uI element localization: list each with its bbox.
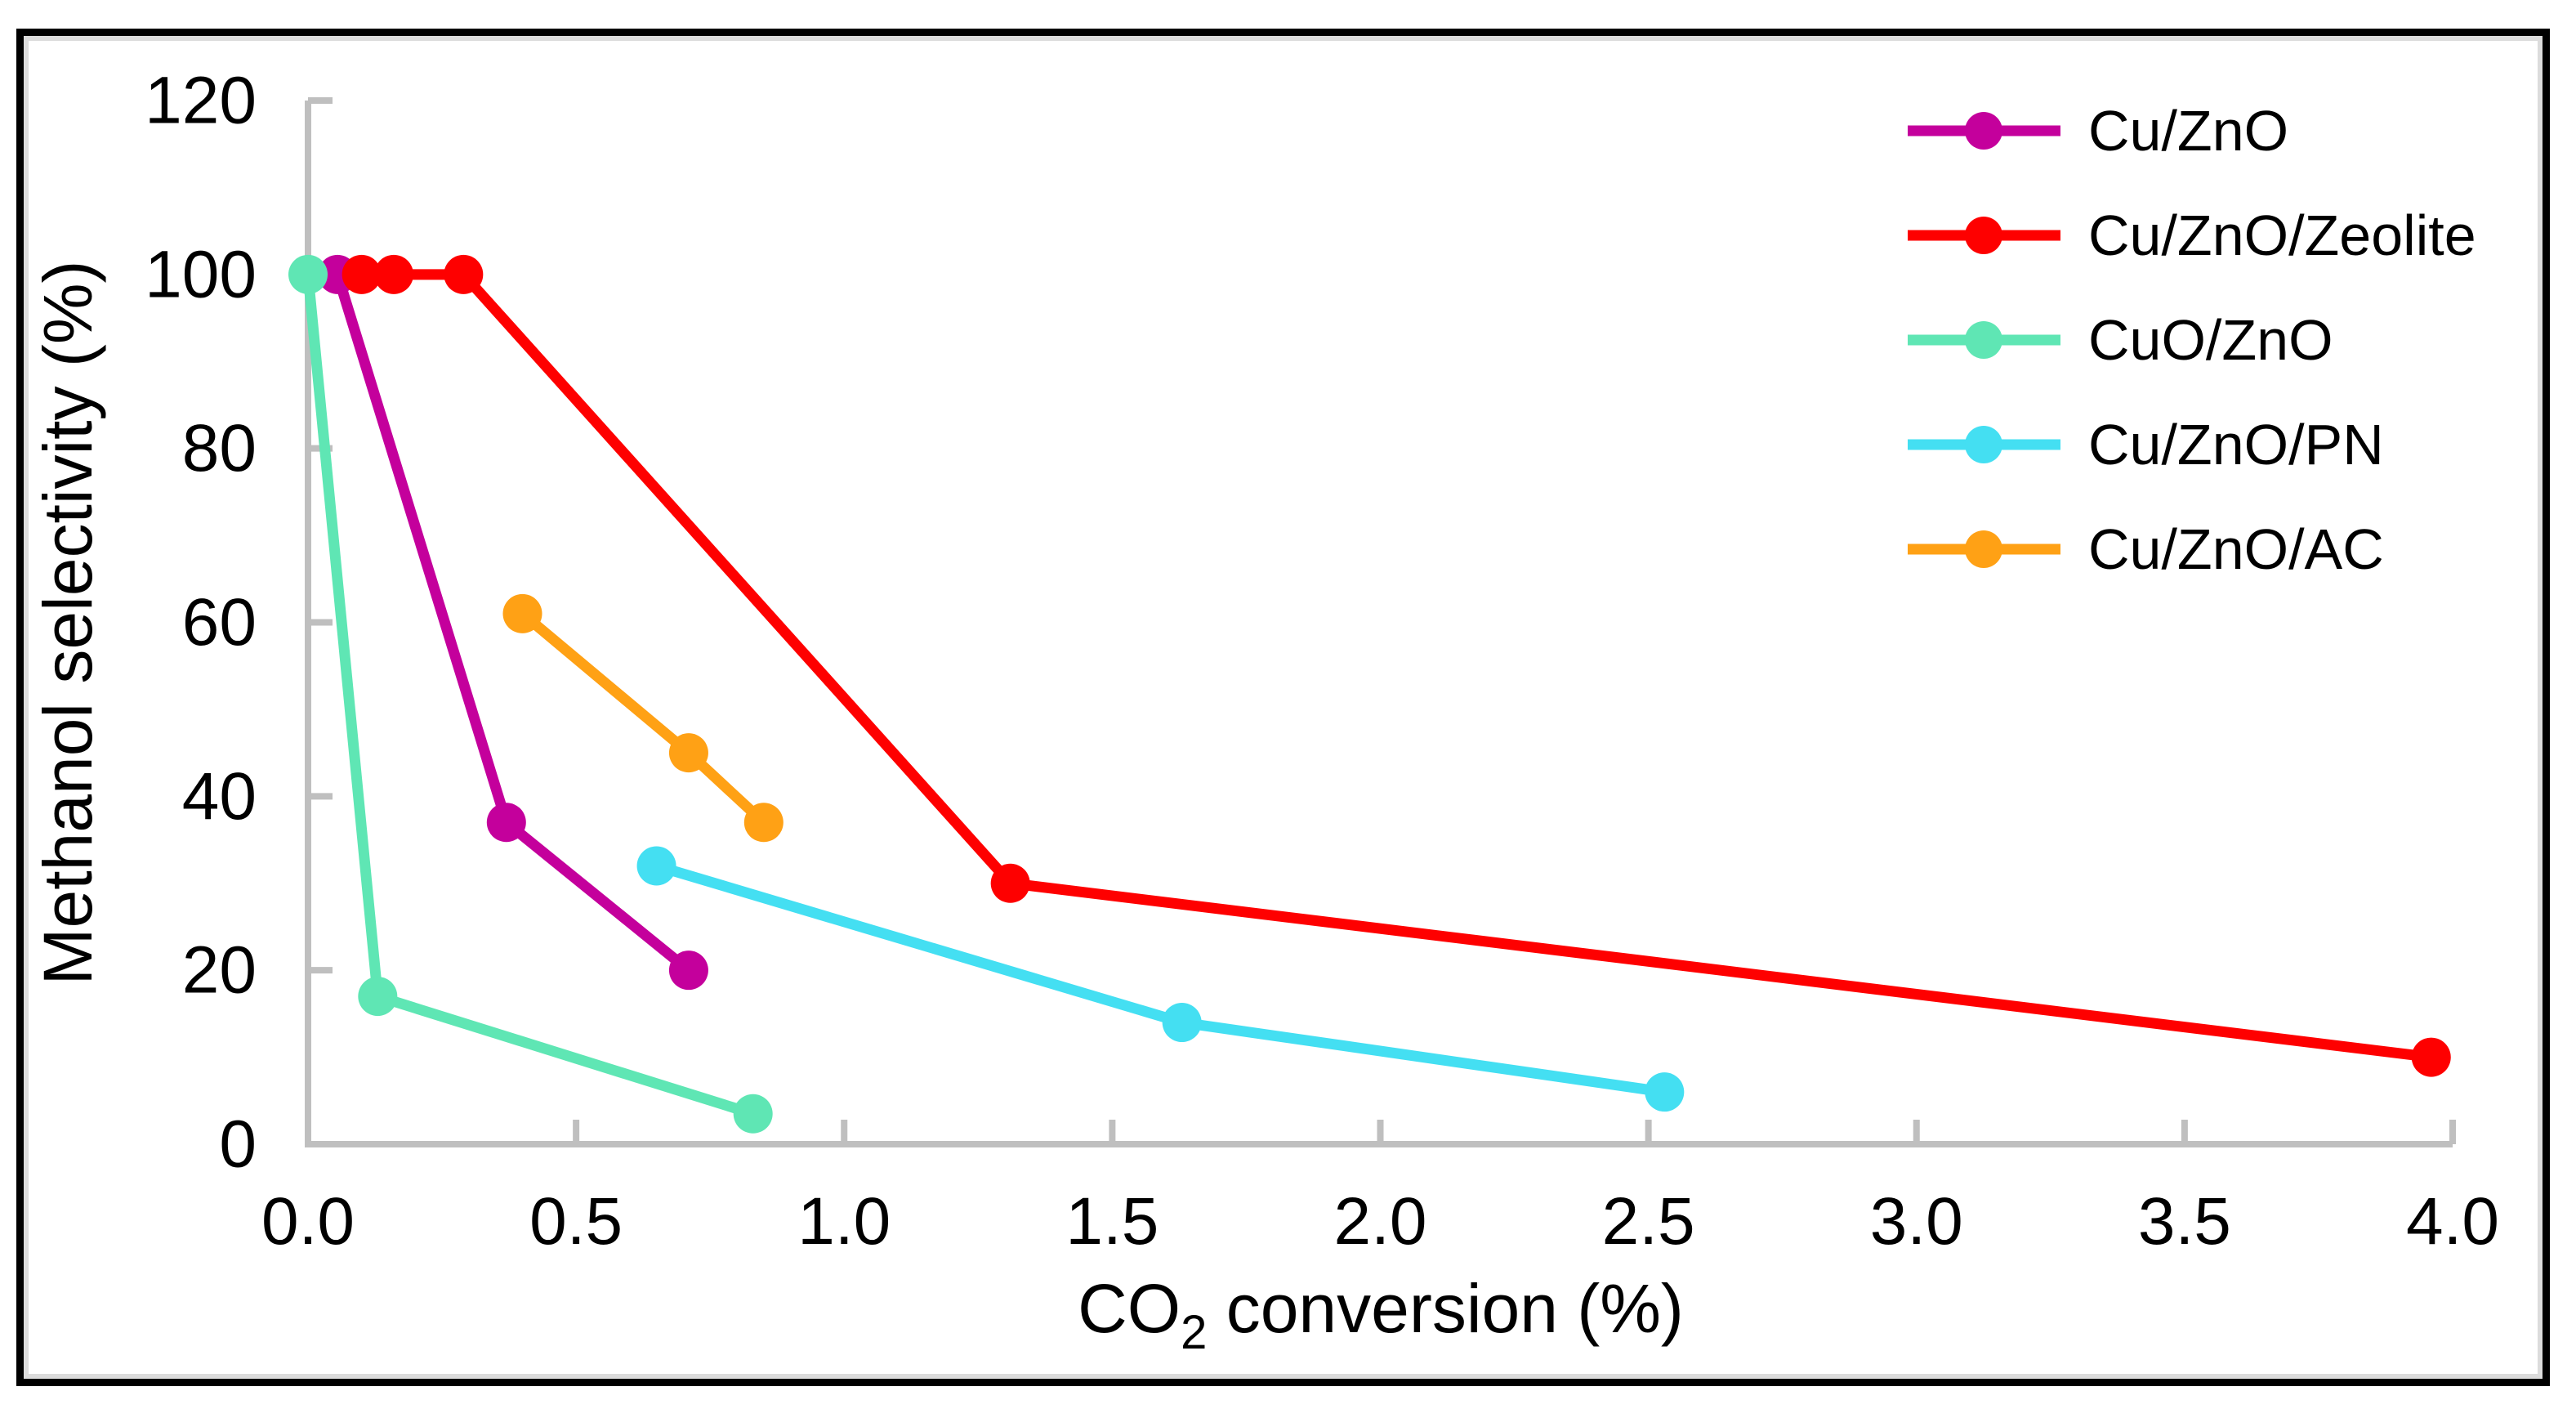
data-point-cu-zno (668, 951, 708, 991)
data-point-cu-zno-zeolite (374, 254, 413, 294)
data-point-cu-zno-pn (636, 846, 676, 886)
data-point-cuo-zno (733, 1094, 773, 1134)
x-axis-title: CO2 conversion (%) (1078, 1270, 1684, 1359)
data-point-cu-zno-zeolite (342, 254, 382, 294)
x-tick-label: 2.5 (1602, 1184, 1695, 1259)
x-tick-label: 0.0 (261, 1184, 355, 1259)
series-line-cu-zno-zeolite (361, 269, 2432, 1063)
y-tick-label: 100 (145, 237, 257, 311)
y-tick-label: 40 (182, 759, 257, 834)
data-point-cuo-zno (358, 977, 398, 1017)
data-point-cuo-zno (288, 254, 328, 294)
legend-item-cuo-zno: CuO/ZnO (1908, 308, 2333, 372)
tick-labels: 0 20 40 60 80 100 120 0.0 0.5 1.0 1.5 2.0 2.5 3.0 3.5 4… (145, 64, 2499, 1259)
x-axis-title-subscript: 2 (1181, 1306, 1207, 1359)
legend-label: Cu/ZnO/AC (2088, 517, 2384, 581)
data-point-cu-zno-ac (502, 593, 542, 633)
legend-marker-dot (1965, 530, 2002, 568)
y-tick-label: 0 (219, 1107, 257, 1182)
data-series (288, 254, 2451, 1134)
data-point-cu-zno-zeolite (2411, 1037, 2451, 1077)
legend: Cu/ZnO Cu/ZnO/Zeolite CuO/ZnO Cu/ZnO/PN Cu/Z… (1908, 99, 2476, 581)
legend-item-cu-zno-ac: Cu/ZnO/AC (1908, 517, 2384, 581)
legend-marker-dot (1965, 321, 2002, 359)
legend-label: CuO/ZnO (2088, 308, 2333, 372)
data-point-cu-zno-zeolite (990, 863, 1030, 903)
legend-item-cu-zno-pn: Cu/ZnO/PN (1908, 413, 2384, 476)
data-point-cu-zno-zeolite (444, 254, 484, 294)
data-point-cu-zno (486, 803, 526, 843)
legend-label: Cu/ZnO/Zeolite (2088, 204, 2476, 267)
data-point-cu-zno-ac (743, 803, 784, 843)
legend-marker-dot (1965, 217, 2002, 254)
series-line-cu-zno-ac (519, 609, 768, 827)
y-tick-label: 120 (145, 64, 257, 138)
y-tick-label: 80 (182, 411, 257, 485)
x-tick-label: 3.5 (2138, 1184, 2231, 1259)
legend-label: Cu/ZnO (2088, 99, 2288, 163)
x-tick-label: 2.0 (1334, 1184, 1427, 1259)
legend-label: Cu/ZnO/PN (2088, 413, 2384, 476)
data-point-cu-zno-pn (1645, 1072, 1685, 1112)
y-tick-label: 60 (182, 585, 257, 660)
x-tick-label: 4.0 (2406, 1184, 2499, 1259)
legend-marker-dot (1965, 112, 2002, 150)
x-axis-title-prefix: CO (1078, 1270, 1181, 1347)
x-tick-label: 0.5 (529, 1184, 623, 1259)
y-tick-label: 20 (182, 933, 257, 1008)
legend-marker-dot (1965, 426, 2002, 463)
x-tick-label: 3.0 (1870, 1184, 1963, 1259)
x-tick-label: 1.0 (797, 1184, 891, 1259)
data-point-cu-zno-ac (668, 733, 708, 773)
legend-item-cu-zno-zeolite: Cu/ZnO/Zeolite (1908, 204, 2476, 267)
data-point-cu-zno-pn (1162, 1003, 1202, 1043)
x-tick-label: 1.5 (1065, 1184, 1159, 1259)
x-axis-title-suffix: conversion (%) (1207, 1270, 1684, 1347)
y-axis-title: Methanol selectivity (%) (29, 261, 106, 986)
legend-item-cu-zno: Cu/ZnO (1908, 99, 2288, 163)
